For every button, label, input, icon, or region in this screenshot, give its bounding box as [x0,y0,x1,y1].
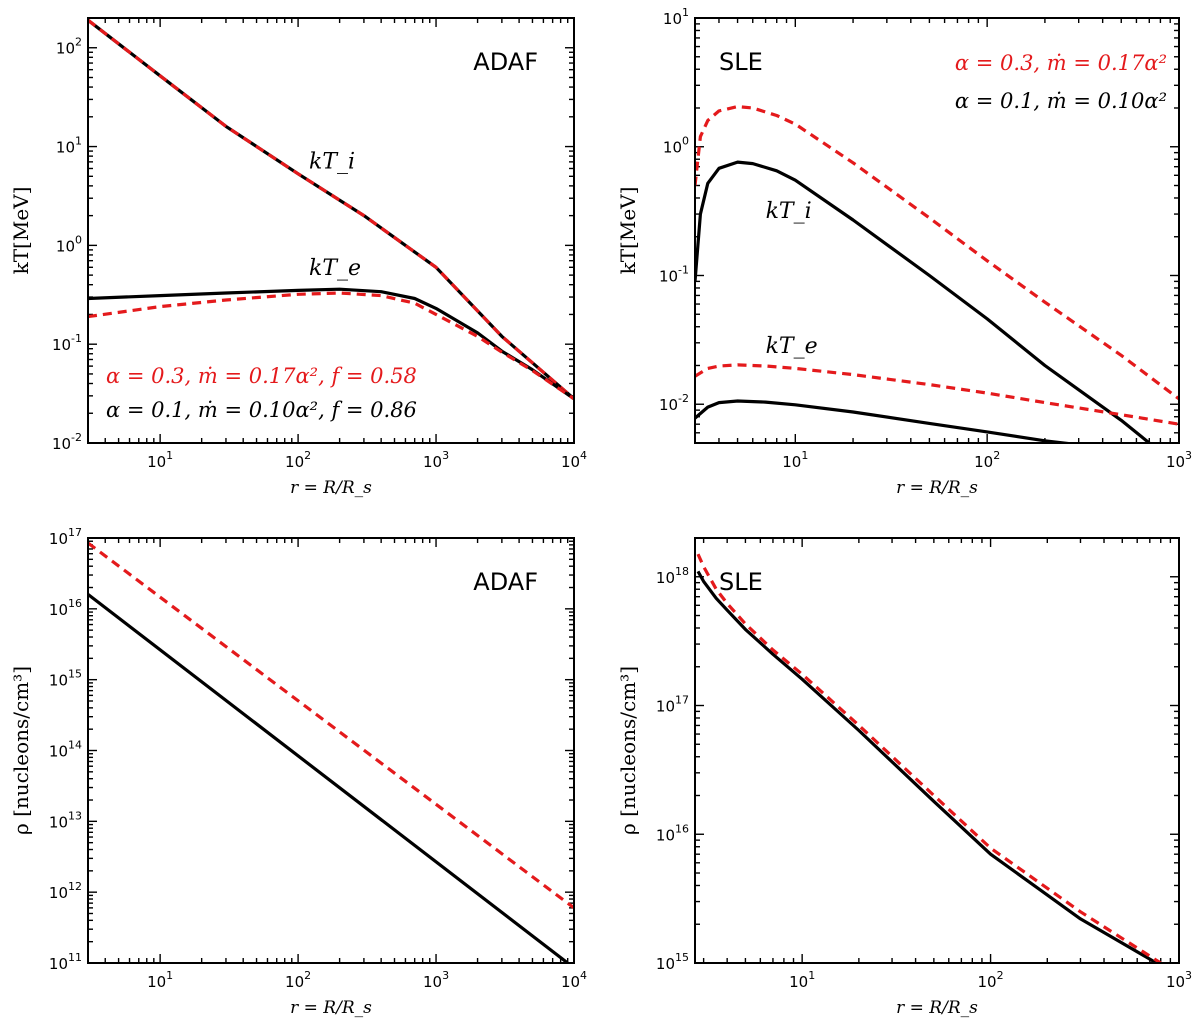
x-axis-label: r = R/R_s [896,998,978,1018]
y-tick-label: 1018 [656,565,689,587]
x-tick-label: 104 [561,449,587,471]
series-line-kt-e-0-1 [88,287,574,401]
x-tick-label: 101 [782,449,808,471]
series-line-kt-i-0-1 [88,18,574,401]
y-axis-label: ρ [nucleons/cm³] [616,666,640,835]
x-tick-label: 103 [423,449,449,471]
legend-entry: α = 0.1, ṁ = 0.10α² [955,89,1167,113]
y-tick-label: 10-1 [52,332,82,354]
panel-title: ADAF [473,568,538,596]
x-tick-label: 103 [423,969,449,991]
y-tick-label: 1015 [656,951,689,973]
adaf-temperature-panel: 101 102 103 104 10-2 10-1 100 101 102 ADAF r = R/R… [9,17,587,498]
sle-temperature-panel: 101 102 103 10-2 10-1 100 101 SLE r = R/R_s kT[Me… [616,6,1192,498]
y-tick-label: 100 [56,233,82,255]
series-line--0-1 [696,570,1158,963]
legend-entry: α = 0.3, ṁ = 0.17α² [955,51,1167,75]
y-tick-label: 10-2 [659,392,689,414]
x-axis-label: r = R/R_s [290,478,372,498]
y-tick-label: 10-1 [659,263,689,285]
series-line--0-3 [88,541,574,910]
y-tick-label: 1017 [656,694,689,716]
y-tick-label: 102 [56,36,82,58]
y-tick-label: 101 [56,135,82,157]
y-tick-label: 1013 [49,809,82,831]
plot-frame [694,17,1180,444]
y-tick-label: 101 [663,6,689,28]
x-tick-label: 103 [1166,449,1192,471]
series-line--0-3 [696,553,1162,963]
x-tick-label: 104 [561,969,587,991]
y-axis-label: kT[MeV] [9,187,33,275]
series-line-kt-e-0-1 [695,399,1074,443]
x-tick-label: 101 [147,449,173,471]
curve-annotation: kT_i [309,149,355,174]
x-tick-label: 102 [285,449,311,471]
x-axis-label: r = R/R_s [896,478,978,498]
y-tick-label: 1016 [656,822,689,844]
legend-entry: α = 0.3, ṁ = 0.17α², f = 0.58 [106,364,417,388]
x-tick-label: 103 [1166,969,1192,991]
series-line--0-1 [88,593,569,963]
y-tick-label: 1014 [49,739,82,761]
y-tick-label: 1015 [49,668,82,690]
series-line-kt-e-0-3 [695,363,1179,426]
x-tick-label: 102 [285,969,311,991]
sle-density-panel: 101 102 103 1015 1016 1017 1018 SLE r = R/R_s ρ [… [616,537,1192,1018]
y-tick-label: 10-2 [52,431,82,453]
x-tick-label: 101 [789,969,815,991]
y-axis-label: ρ [nucleons/cm³] [9,666,33,835]
adaf-density-panel: 101 102 103 104 1011 1012 1013 1014 1015 1016 1017… [9,526,587,1018]
plot-frame [87,17,575,444]
x-axis-label: r = R/R_s [290,998,372,1018]
plot-frame [694,537,1180,964]
y-tick-label: 1012 [49,880,82,902]
panel-title: SLE [719,48,763,76]
y-tick-label: 1016 [49,597,82,619]
x-tick-label: 102 [978,969,1004,991]
curve-annotation: kT_e [766,334,818,359]
series-line-kt-i-0-3 [695,104,1179,401]
series-line-kt-i-0-3 [88,18,574,401]
y-axis-label: kT[MeV] [616,187,640,275]
curve-annotation: kT_e [309,256,361,281]
legend-entry: α = 0.1, ṁ = 0.10α², f = 0.86 [106,398,417,422]
curve-annotation: kT_i [766,199,812,224]
y-tick-label: 100 [663,135,689,157]
series-line-kt-e-0-3 [88,291,574,401]
y-tick-label: 1017 [49,526,82,548]
panel-title: SLE [719,568,763,596]
y-tick-label: 1011 [49,951,82,973]
plot-frame [87,537,575,964]
panel-title: ADAF [473,48,538,76]
series-line-kt-i-0-1 [695,160,1151,443]
x-tick-label: 101 [147,969,173,991]
x-tick-label: 102 [974,449,1000,471]
